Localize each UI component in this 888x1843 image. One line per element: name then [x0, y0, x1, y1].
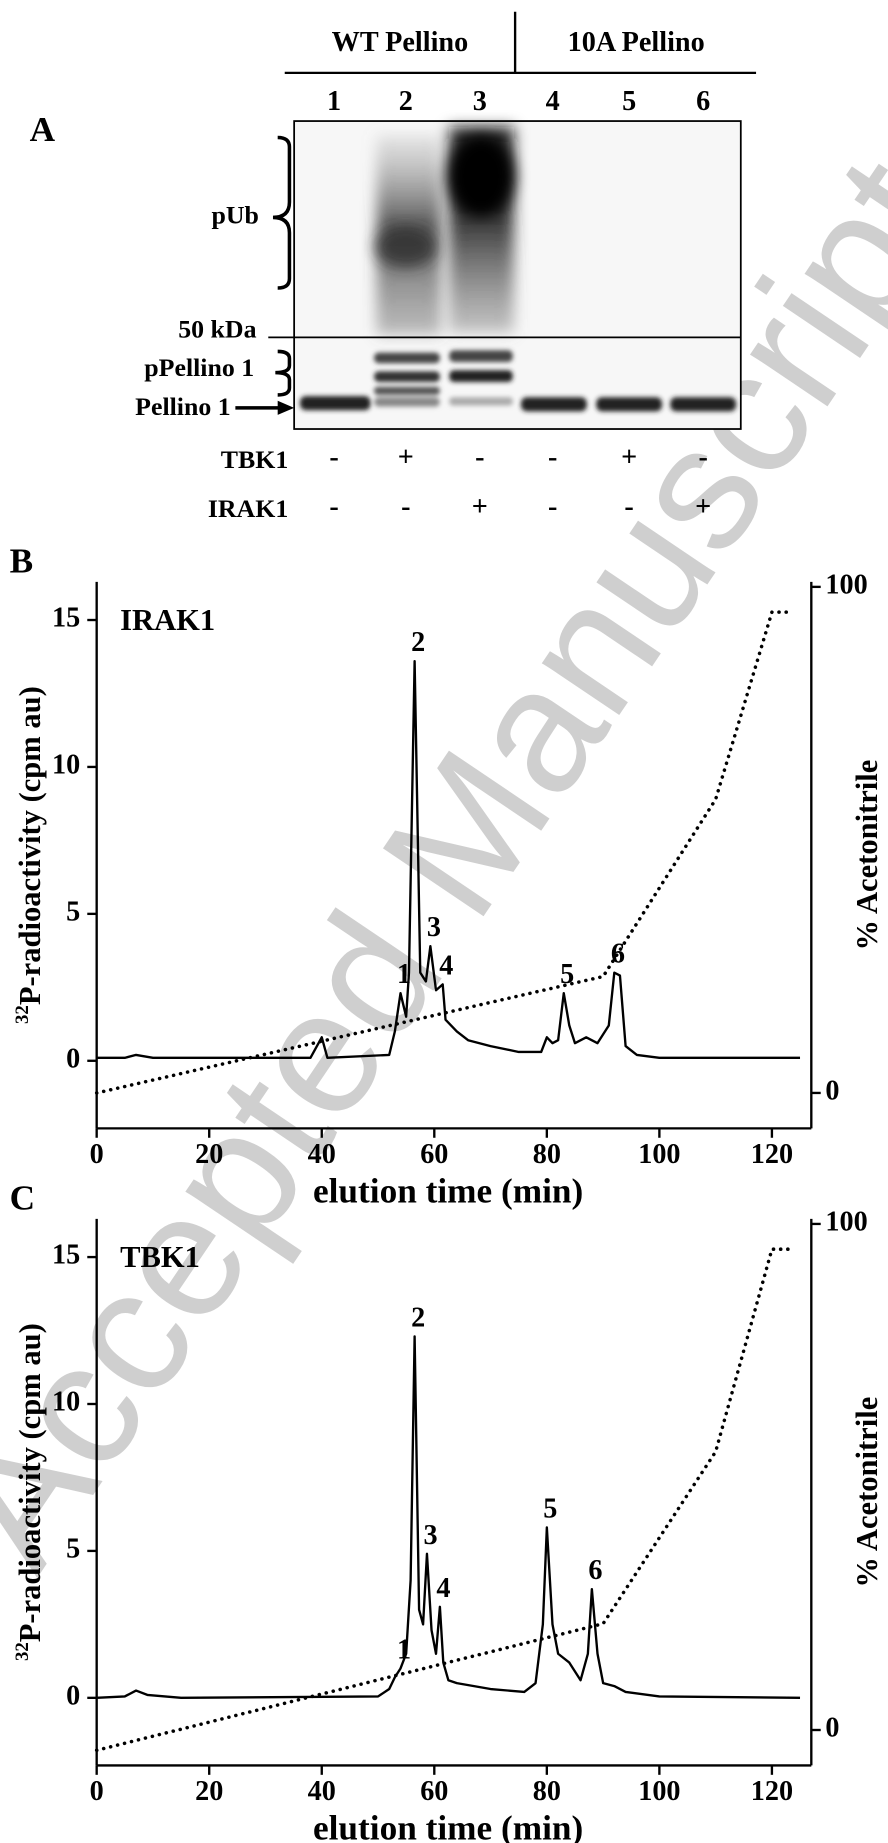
condition-mark: +	[398, 442, 414, 473]
peak-label: 2	[411, 627, 425, 658]
y-tick-label: 0	[66, 1680, 80, 1711]
band	[375, 226, 436, 268]
y-axis-label-main: P-radioactivity (cpm au)	[13, 686, 47, 1005]
y2-axis-label: % Acetonitrile	[850, 760, 884, 951]
peak-label: 4	[436, 1573, 450, 1604]
x-tick-label: 60	[420, 1776, 448, 1807]
group-label: WT Pellino	[332, 27, 469, 58]
condition-mark: -	[548, 442, 557, 473]
band	[449, 397, 512, 405]
condition-mark: +	[472, 491, 488, 522]
y-tick-label: 15	[52, 1240, 80, 1271]
condition-label: IRAK1	[208, 494, 288, 523]
x-tick-label: 0	[90, 1139, 104, 1170]
condition-mark: -	[548, 491, 557, 522]
band	[670, 397, 736, 411]
peak-label: 3	[423, 1520, 437, 1551]
x-tick-label: 80	[533, 1139, 561, 1170]
bracket	[275, 351, 289, 394]
y-tick-label: 10	[52, 749, 80, 780]
band	[374, 353, 440, 364]
band	[596, 397, 662, 411]
lane-number: 1	[327, 86, 341, 117]
x-tick-label: 60	[420, 1139, 448, 1170]
peak-label: 4	[439, 950, 453, 981]
condition-mark: +	[695, 491, 711, 522]
band	[448, 135, 514, 217]
group-label: 10A Pellino	[568, 27, 705, 58]
band	[521, 397, 587, 411]
condition-mark: -	[329, 491, 338, 522]
y2-tick-label: 100	[825, 569, 867, 600]
bracket	[273, 138, 289, 288]
y-tick-label: 0	[66, 1043, 80, 1074]
peak-label: 1	[397, 1634, 411, 1665]
x-tick-label: 0	[90, 1776, 104, 1807]
chart-title: TBK1	[120, 1240, 200, 1274]
condition-mark: -	[475, 442, 484, 473]
lane-number: 6	[696, 86, 710, 117]
band	[300, 396, 371, 410]
y-tick-label: 15	[52, 602, 80, 633]
y-tick-label: 5	[66, 896, 80, 927]
y-axis-label: 32P-radioactivity (cpm au)	[12, 1323, 47, 1661]
peak-label: 2	[411, 1302, 425, 1333]
condition-mark: -	[329, 442, 338, 473]
peak-label: 6	[611, 939, 625, 970]
band	[449, 350, 512, 362]
peak-label: 3	[427, 912, 441, 943]
band-label: pPellino 1	[144, 353, 254, 382]
x-tick-label: 120	[751, 1139, 793, 1170]
peak-label: 6	[588, 1555, 602, 1586]
y2-tick-label: 100	[825, 1206, 867, 1237]
lane-number: 3	[473, 86, 487, 117]
band-label: pUb	[211, 200, 258, 229]
gel	[235, 12, 756, 429]
y-tick-label: 5	[66, 1533, 80, 1564]
figure: Accepted Manuscript A WT Pellino 10A	[0, 0, 888, 1843]
x-axis-label: elution time (min)	[313, 1171, 583, 1210]
y-axis-label: 32P-radioactivity (cpm au)	[12, 686, 47, 1024]
lane-number: 5	[622, 86, 636, 117]
y2-tick-label: 0	[825, 1075, 839, 1106]
condition-label: TBK1	[221, 445, 289, 474]
chart-title: IRAK1	[120, 603, 215, 637]
y-axis-label-main: P-radioactivity (cpm au)	[13, 1323, 47, 1642]
y2-tick-label: 0	[825, 1712, 839, 1743]
x-tick-label: 40	[308, 1776, 336, 1807]
x-axis-label: elution time (min)	[313, 1808, 583, 1843]
condition-mark: -	[698, 442, 707, 473]
band	[374, 371, 440, 382]
peak-label: 5	[560, 959, 574, 990]
page: { "watermark": "Accepted Manuscript", "p…	[0, 0, 888, 1843]
y2-axis-label: % Acetonitrile	[850, 1397, 884, 1588]
condition-mark: -	[624, 491, 633, 522]
condition-mark: -	[401, 491, 410, 522]
band-label: 50 kDa	[178, 314, 256, 343]
condition-mark: +	[621, 442, 637, 473]
lane-number: 4	[546, 86, 560, 117]
y-tick-label: 10	[52, 1386, 80, 1417]
peak-label: 5	[543, 1493, 557, 1524]
panel-label: C	[10, 1178, 35, 1217]
x-tick-label: 80	[533, 1776, 561, 1807]
peak-label: 1	[397, 959, 411, 990]
x-tick-label: 20	[195, 1776, 223, 1807]
band	[449, 370, 512, 382]
x-tick-label: 120	[751, 1776, 793, 1807]
gel-frame	[294, 121, 741, 429]
lane-number: 2	[399, 86, 413, 117]
x-tick-label: 20	[195, 1139, 223, 1170]
panel-label: B	[10, 541, 34, 580]
x-tick-label: 100	[638, 1776, 680, 1807]
x-tick-label: 100	[638, 1139, 680, 1170]
band	[374, 397, 440, 406]
panel-label: A	[30, 110, 56, 149]
x-tick-label: 40	[308, 1139, 336, 1170]
arrow-head	[278, 401, 294, 415]
band	[374, 387, 440, 395]
y-axis-label-sup: 32	[12, 1642, 33, 1661]
band-label: Pellino 1	[135, 392, 230, 421]
y-axis-label-sup: 32	[12, 1005, 33, 1024]
